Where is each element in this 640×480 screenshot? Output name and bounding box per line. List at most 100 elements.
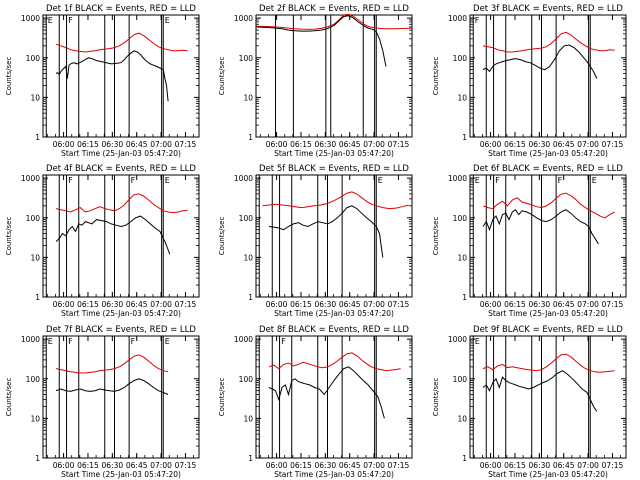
x-axis-label: Start Time (25-Jan-03 05:47:20) [274, 309, 394, 318]
interval-label: E [165, 16, 170, 25]
y-tick-label: 100 [26, 375, 41, 384]
series-lld-line [256, 13, 413, 30]
x-tick-label: 07:00 [150, 300, 172, 309]
plot-frame [469, 335, 627, 459]
x-tick-label: 06:30 [102, 300, 124, 309]
series-events-line [268, 205, 384, 258]
interval-label: F [131, 337, 136, 346]
interval-label: F [558, 176, 563, 185]
x-tick-label: 07:00 [150, 461, 172, 470]
series-events-line [268, 366, 385, 419]
panel-det-1: Det 1f BLACK = Events, RED = LLD Counts/s… [5, 4, 200, 158]
y-tick-label: 100 [26, 214, 41, 223]
series-lld-line [55, 32, 188, 53]
x-tick-label: 06:30 [102, 140, 124, 149]
x-tick-label: 07:15 [388, 300, 410, 309]
x-tick-label: 06:15 [290, 461, 312, 470]
chart-title: Det 3f BLACK = Events, RED = LLD [473, 4, 623, 14]
x-axis-label: Start Time (25-Jan-03 05:47:20) [61, 470, 181, 479]
x-tick-label: 06:30 [315, 140, 337, 149]
x-tick-label: 06:45 [339, 140, 361, 149]
series-lld-line [55, 193, 188, 214]
panel-det-5: Det 5f BLACK = Events, RED = LLD Counts/s… [218, 164, 413, 318]
series-events-line [55, 215, 171, 255]
y-tick-label: 10 [457, 414, 467, 423]
y-tick-label: 100 [453, 214, 468, 223]
interval-label: F [68, 337, 73, 346]
x-tick-label: 06:30 [315, 461, 337, 470]
plot-frame [469, 174, 627, 298]
x-tick-label: 06:00 [480, 300, 502, 309]
series-lld-line [268, 352, 401, 372]
x-tick-label: 06:00 [53, 461, 75, 470]
x-axis-label: Start Time (25-Jan-03 05:47:20) [61, 309, 181, 318]
y-tick-label: 1 [35, 293, 40, 302]
chart-title: Det 1f BLACK = Events, RED = LLD [46, 4, 196, 14]
x-tick-label: 06:45 [126, 461, 148, 470]
x-axis-label: Start Time (25-Jan-03 05:47:20) [488, 149, 608, 158]
x-tick-label: 06:30 [529, 140, 551, 149]
interval-label: E [378, 176, 383, 185]
x-axis-label: Start Time (25-Jan-03 05:47:20) [488, 470, 608, 479]
x-tick-label: 06:15 [504, 461, 526, 470]
y-tick-label: 1000 [234, 335, 253, 344]
plot-frame [42, 174, 200, 298]
x-tick-label: 06:00 [480, 461, 502, 470]
x-tick-label: 06:15 [77, 300, 99, 309]
y-axis-label: Counts/sec [218, 217, 226, 256]
x-tick-label: 07:00 [150, 140, 172, 149]
y-axis-label: Counts/sec [218, 378, 226, 417]
y-tick-label: 100 [239, 54, 254, 63]
y-tick-label: 100 [239, 375, 254, 384]
y-tick-label: 1000 [448, 335, 467, 344]
plot-frame [255, 335, 413, 459]
interval-label: F [281, 337, 286, 346]
y-tick-label: 10 [243, 253, 253, 262]
y-tick-label: 1 [248, 454, 253, 463]
interval-label: E [592, 176, 597, 185]
y-tick-label: 1000 [234, 14, 253, 23]
y-tick-label: 10 [30, 93, 40, 102]
x-tick-label: 07:00 [577, 300, 599, 309]
y-axis-label: Counts/sec [5, 378, 13, 417]
y-tick-label: 10 [30, 414, 40, 423]
chart-title: Det 6f BLACK = Events, RED = LLD [473, 164, 623, 174]
chart-title: Det 2f BLACK = Events, RED = LLD [259, 4, 409, 14]
x-tick-label: 06:45 [126, 140, 148, 149]
series-lld-line [482, 192, 615, 219]
x-tick-label: 07:00 [577, 461, 599, 470]
x-tick-label: 06:30 [102, 461, 124, 470]
x-tick-label: 06:45 [553, 140, 575, 149]
x-tick-label: 06:45 [126, 300, 148, 309]
series-lld-line [55, 354, 169, 374]
panel-det-8: Det 8f BLACK = Events, RED = LLD Counts/s… [218, 325, 413, 479]
chart-title: Det 4f BLACK = Events, RED = LLD [46, 164, 196, 174]
x-tick-label: 06:15 [504, 140, 526, 149]
x-tick-label: 07:15 [175, 461, 197, 470]
x-tick-label: 07:00 [363, 140, 385, 149]
y-tick-label: 1 [35, 133, 40, 142]
interval-label: E [165, 337, 170, 346]
plot-frame [255, 174, 413, 298]
x-tick-label: 06:00 [480, 140, 502, 149]
x-tick-label: 06:15 [504, 300, 526, 309]
panel-det-9: Det 9f BLACK = Events, RED = LLD Counts/s… [432, 325, 627, 479]
y-tick-label: 100 [26, 54, 41, 63]
series-events-line [55, 50, 169, 102]
chart-title: Det 7f BLACK = Events, RED = LLD [46, 325, 196, 335]
y-axis-label: Counts/sec [432, 57, 440, 96]
y-tick-label: 10 [243, 93, 253, 102]
series-events-line [482, 208, 599, 245]
x-tick-label: 07:15 [602, 300, 624, 309]
y-tick-label: 100 [453, 375, 468, 384]
y-axis-label: Counts/sec [218, 57, 226, 96]
interval-label: E [48, 16, 53, 25]
x-tick-label: 06:45 [339, 300, 361, 309]
panel-det-7: Det 7f BLACK = Events, RED = LLD Counts/s… [5, 325, 200, 479]
y-tick-label: 1000 [21, 14, 40, 23]
x-tick-label: 07:15 [175, 140, 197, 149]
interval-label: F [68, 16, 73, 25]
series-events-line [482, 370, 598, 412]
series-lld-line [482, 353, 615, 373]
